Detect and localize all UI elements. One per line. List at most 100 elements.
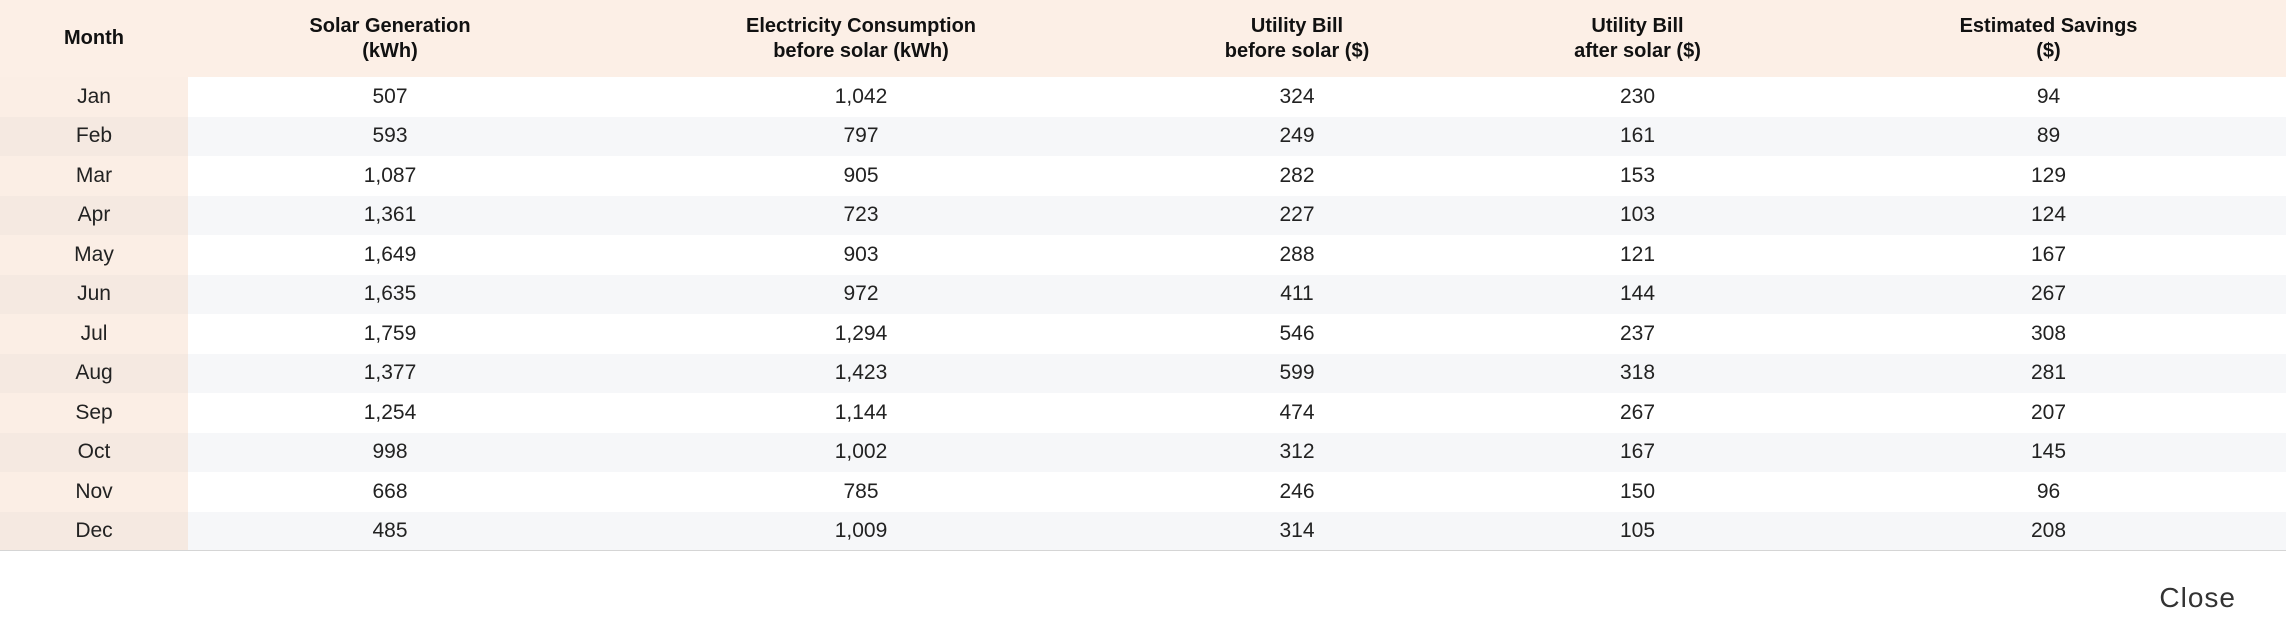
month-cell: Sep	[0, 393, 188, 433]
savings-cell: 167	[1811, 235, 2286, 275]
column-header-bill-before: Utility Bill before solar ($)	[1130, 0, 1464, 77]
savings-cell: 267	[1811, 274, 2286, 314]
bill-before-cell: 227	[1130, 195, 1464, 235]
bill-after-cell: 150	[1464, 472, 1811, 512]
month-cell: Jul	[0, 314, 188, 354]
table-row: Feb 593 797 249 161 89	[0, 116, 2286, 156]
table-row: Aug 1,377 1,423 599 318 281	[0, 353, 2286, 393]
solar-generation-cell: 1,254	[188, 393, 592, 433]
solar-generation-cell: 507	[188, 77, 592, 117]
savings-cell: 207	[1811, 393, 2286, 433]
consumption-cell: 1,002	[592, 432, 1130, 472]
column-header-line1: Electricity Consumption	[745, 14, 977, 37]
solar-generation-cell: 1,361	[188, 195, 592, 235]
bill-before-cell: 599	[1130, 353, 1464, 393]
column-header-line2: (kWh)	[362, 39, 418, 62]
consumption-cell: 903	[592, 235, 1130, 275]
column-header-line1: Utility Bill	[1250, 14, 1344, 37]
solar-generation-cell: 1,635	[188, 274, 592, 314]
bill-after-cell: 161	[1464, 116, 1811, 156]
table-body: Jan 507 1,042 324 230 94 Feb 593 797 249 161 89 Mar 1…	[0, 77, 2286, 551]
savings-cell: 145	[1811, 432, 2286, 472]
savings-cell: 96	[1811, 472, 2286, 512]
month-cell: Jan	[0, 77, 188, 117]
savings-cell: 89	[1811, 116, 2286, 156]
month-cell: Apr	[0, 195, 188, 235]
bill-before-cell: 249	[1130, 116, 1464, 156]
bill-before-cell: 474	[1130, 393, 1464, 433]
savings-cell: 208	[1811, 511, 2286, 551]
bill-before-cell: 282	[1130, 156, 1464, 196]
month-cell: Nov	[0, 472, 188, 512]
bill-before-cell: 546	[1130, 314, 1464, 354]
month-cell: Feb	[0, 116, 188, 156]
bill-after-cell: 105	[1464, 511, 1811, 551]
solar-savings-table: Month Solar Generation (kWh) Electricity…	[0, 0, 2286, 551]
savings-cell: 94	[1811, 77, 2286, 117]
column-header-line1: Month	[64, 27, 124, 49]
table-row: Apr 1,361 723 227 103 124	[0, 195, 2286, 235]
savings-cell: 124	[1811, 195, 2286, 235]
column-header-line2: after solar ($)	[1574, 39, 1701, 62]
consumption-cell: 1,009	[592, 511, 1130, 551]
bill-after-cell: 103	[1464, 195, 1811, 235]
table-row: Jan 507 1,042 324 230 94	[0, 77, 2286, 117]
column-header-savings: Estimated Savings ($)	[1811, 0, 2286, 77]
table-row: May 1,649 903 288 121 167	[0, 235, 2286, 275]
bill-before-cell: 324	[1130, 77, 1464, 117]
column-header-line1: Solar Generation	[309, 14, 471, 37]
consumption-cell: 723	[592, 195, 1130, 235]
consumption-cell: 905	[592, 156, 1130, 196]
month-cell: Dec	[0, 511, 188, 551]
bill-before-cell: 288	[1130, 235, 1464, 275]
column-header-line1: Utility Bill	[1591, 14, 1684, 37]
column-header-line2: ($)	[2036, 39, 2061, 62]
bill-before-cell: 411	[1130, 274, 1464, 314]
solar-generation-cell: 1,649	[188, 235, 592, 275]
bill-after-cell: 144	[1464, 274, 1811, 314]
consumption-cell: 1,294	[592, 314, 1130, 354]
solar-generation-cell: 1,377	[188, 353, 592, 393]
column-header-line2: before solar ($)	[1224, 39, 1370, 62]
savings-cell: 281	[1811, 353, 2286, 393]
table-row: Jun 1,635 972 411 144 267	[0, 274, 2286, 314]
bill-after-cell: 121	[1464, 235, 1811, 275]
consumption-cell: 972	[592, 274, 1130, 314]
bill-after-cell: 318	[1464, 353, 1811, 393]
bill-before-cell: 314	[1130, 511, 1464, 551]
consumption-cell: 797	[592, 116, 1130, 156]
consumption-cell: 1,144	[592, 393, 1130, 433]
table-row: Nov 668 785 246 150 96	[0, 472, 2286, 512]
column-header-bill-after: Utility Bill after solar ($)	[1464, 0, 1811, 77]
bill-before-cell: 312	[1130, 432, 1464, 472]
bill-after-cell: 167	[1464, 432, 1811, 472]
table-row: Jul 1,759 1,294 546 237 308	[0, 314, 2286, 354]
column-header-line2: before solar (kWh)	[773, 39, 949, 62]
table-row: Mar 1,087 905 282 153 129	[0, 156, 2286, 196]
close-button[interactable]: Close	[2153, 578, 2242, 618]
header-row: Month Solar Generation (kWh) Electricity…	[0, 0, 2286, 77]
table-header: Month Solar Generation (kWh) Electricity…	[0, 0, 2286, 77]
column-header-solar-generation: Solar Generation (kWh)	[188, 0, 592, 77]
month-cell: Oct	[0, 432, 188, 472]
month-cell: Aug	[0, 353, 188, 393]
bill-after-cell: 230	[1464, 77, 1811, 117]
table-row: Dec 485 1,009 314 105 208	[0, 511, 2286, 551]
column-header-consumption: Electricity Consumption before solar (kW…	[592, 0, 1130, 77]
solar-generation-cell: 593	[188, 116, 592, 156]
consumption-cell: 785	[592, 472, 1130, 512]
consumption-cell: 1,423	[592, 353, 1130, 393]
solar-generation-cell: 998	[188, 432, 592, 472]
table-row: Oct 998 1,002 312 167 145	[0, 432, 2286, 472]
solar-generation-cell: 485	[188, 511, 592, 551]
bill-after-cell: 267	[1464, 393, 1811, 433]
table-bottom-divider	[0, 550, 2286, 551]
month-cell: Mar	[0, 156, 188, 196]
bill-after-cell: 237	[1464, 314, 1811, 354]
bill-before-cell: 246	[1130, 472, 1464, 512]
column-header-month: Month	[0, 0, 188, 77]
bill-after-cell: 153	[1464, 156, 1811, 196]
solar-generation-cell: 1,087	[188, 156, 592, 196]
table-row: Sep 1,254 1,144 474 267 207	[0, 393, 2286, 433]
